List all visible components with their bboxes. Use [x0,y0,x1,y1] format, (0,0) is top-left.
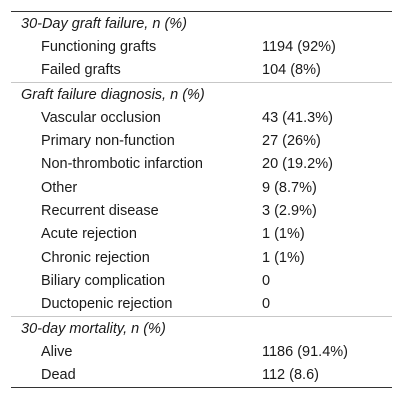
row-value: 112 (8.6) [262,367,319,384]
row-value: 3 (2.9%) [262,203,317,220]
row-label: Functioning grafts [41,38,157,55]
row-label: Ductopenic rejection [41,296,173,313]
table-row: Non-thrombotic infarction 20 (19.2%) [11,153,392,176]
table-row: Other 9 (8.7%) [11,176,392,199]
row-label: Acute rejection [41,226,137,243]
row-value: 1 (1%) [262,226,305,243]
row-label: Failed grafts [41,62,121,79]
outcomes-table-grid: 30-Day graft failure, n (%) Functioning … [11,12,392,387]
row-label: Non-thrombotic infarction [41,156,203,173]
row-value: 1194 (92%) [262,38,336,55]
row-value: 20 (19.2%) [262,156,333,173]
row-value: 104 (8%) [262,62,321,79]
table-row: Recurrent disease 3 (2.9%) [11,199,392,222]
table-row: Failed grafts 104 (8%) [11,59,392,83]
row-value: 27 (26%) [262,133,321,150]
section-header-graft-failure: 30-Day graft failure, n (%) [11,12,392,35]
table-row: Chronic rejection 1 (1%) [11,246,392,269]
section-heading: 30-day mortality, n (%) [11,315,392,341]
table-row: Alive 1186 (91.4%) [11,340,392,363]
row-value: 1186 (91.4%) [262,343,348,360]
section-header-failure-diagnosis: Graft failure diagnosis, n (%) [11,81,392,107]
table-row: Primary non-function 27 (26%) [11,129,392,152]
row-label: Other [41,179,78,196]
row-value: 1 (1%) [262,249,305,266]
table-row: Dead 112 (8.6) [11,363,392,386]
row-value: 43 (41.3%) [262,109,333,126]
table-row: Biliary complication 0 [11,269,392,292]
section-heading: Graft failure diagnosis, n (%) [11,81,392,107]
outcomes-table: 30-Day graft failure, n (%) Functioning … [11,11,392,388]
row-label: Vascular occlusion [41,109,161,126]
row-value: 9 (8.7%) [262,179,317,196]
row-label: Recurrent disease [41,203,159,220]
row-label: Primary non-function [41,133,175,150]
row-label: Chronic rejection [41,249,150,266]
row-value: 0 [262,272,271,289]
row-label: Biliary complication [41,272,166,289]
section-heading: 30-Day graft failure, n (%) [21,15,188,32]
table-row: Functioning grafts 1194 (92%) [11,35,392,58]
section-header-mortality: 30-day mortality, n (%) [11,315,392,341]
row-value: 0 [262,296,271,313]
row-label: Alive [41,343,73,360]
table-row: Acute rejection 1 (1%) [11,223,392,246]
table-row: Ductopenic rejection 0 [11,293,392,317]
table-row: Vascular occlusion 43 (41.3%) [11,106,392,129]
row-label: Dead [41,367,76,384]
